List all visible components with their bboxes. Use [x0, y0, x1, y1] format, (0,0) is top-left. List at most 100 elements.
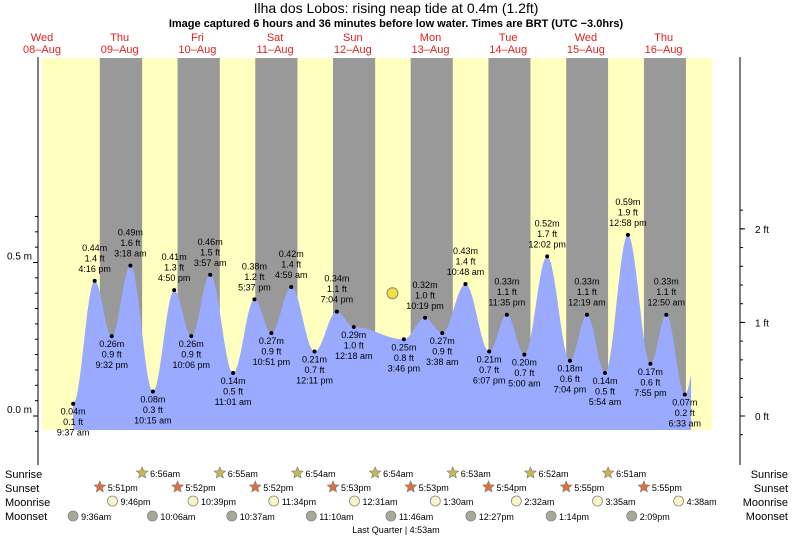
tide-label: 9:37 am: [57, 428, 90, 438]
right-tick-label: 2 ft: [755, 225, 769, 236]
sunrise-time: 6:51am: [616, 469, 646, 479]
moonrise-label-right: Moonrise: [743, 497, 788, 509]
tide-label: 0.21m: [302, 355, 327, 365]
sunrise-label-right: Sunrise: [751, 469, 788, 481]
tide-label: 0.8 ft: [394, 353, 415, 363]
tide-label: 0.33m: [574, 277, 599, 287]
day-date: 12–Aug: [334, 44, 372, 56]
moonset-time: 11:10am: [319, 512, 353, 522]
sunset-icon: [404, 480, 418, 493]
right-tick-label: 0 ft: [755, 412, 769, 423]
moonset-time: 12:27pm: [479, 512, 514, 522]
sunrise-icon: [446, 466, 460, 479]
tide-area: [73, 234, 692, 430]
tide-point: [208, 272, 213, 277]
tide-label: 0.26m: [99, 339, 124, 349]
tide-label: 0.7 ft: [479, 365, 500, 375]
moonrise-icon: [107, 495, 118, 507]
tide-label: 0.14m: [221, 376, 246, 386]
tide-label: 6:33 am: [669, 419, 702, 429]
tide-label: 0.49m: [118, 228, 143, 238]
tide-label: 1.1 ft: [656, 287, 677, 297]
moonset-time: 2:09pm: [640, 512, 670, 522]
day-name: Sat: [267, 32, 284, 44]
tide-label: 10:15 am: [134, 415, 172, 425]
sunrise-icon: [368, 466, 382, 479]
tide-point: [128, 263, 133, 268]
day-date: 15–Aug: [567, 44, 605, 56]
tide-point: [487, 349, 492, 354]
tide-label: 10:51 pm: [253, 357, 291, 367]
tide-label: 0.27m: [430, 336, 455, 346]
moonset-icon: [226, 510, 238, 522]
tide-point: [172, 288, 177, 293]
moonset-time: 10:37am: [240, 512, 275, 522]
sunset-time: 5:51pm: [108, 483, 138, 493]
chart-header: Ilha dos Lobos: rising neap tide at 0.4m…: [169, 0, 624, 30]
tide-label: 0.38m: [242, 261, 267, 271]
tide-label: 12:58 pm: [609, 218, 647, 228]
tide-label: 0.6 ft: [640, 377, 661, 387]
tide-label: 0.9 ft: [432, 347, 453, 357]
right-tick-label: 1 ft: [755, 318, 769, 329]
tide-label: 1.4 ft: [281, 260, 302, 270]
tide-label: 5:37 pm: [238, 282, 271, 292]
tide-label: 1.4 ft: [455, 256, 476, 266]
sunset-time: 5:52pm: [186, 483, 216, 493]
tide-label: 0.08m: [140, 394, 165, 404]
tide-label: 0.9 ft: [261, 347, 282, 357]
moon-phase: Last Quarter | 4:53am: [352, 525, 439, 535]
sunset-icon: [637, 480, 651, 493]
tide-point: [682, 392, 687, 397]
moonset-label-right: Moonset: [746, 511, 788, 523]
tide-label: 3:46 pm: [388, 363, 421, 373]
moonset-time: 10:06am: [160, 512, 195, 522]
moonrise-time: 11:34pm: [282, 497, 316, 507]
tide-label: 0.41m: [162, 252, 187, 262]
sunrise-icon: [213, 466, 227, 479]
tide-label: 4:59 am: [275, 270, 308, 280]
tide-label: 1.2 ft: [244, 272, 265, 282]
tide-point: [269, 331, 274, 336]
tide-point: [625, 232, 630, 237]
tide-label: 5:00 am: [508, 379, 541, 389]
sunset-time: 5:55pm: [574, 483, 604, 493]
sunset-icon: [326, 480, 340, 493]
tide-point: [401, 337, 406, 342]
moonrise-label-left: Moonrise: [5, 497, 50, 509]
sunrise-icon: [601, 466, 615, 479]
sunrise-icon: [135, 466, 149, 479]
tide-point: [92, 278, 97, 283]
tide-label: 1.1 ft: [497, 287, 518, 297]
tide-label: 0.9 ft: [181, 350, 202, 360]
sunset-time: 5:52pm: [263, 483, 293, 493]
tide-label: 1.3 ft: [164, 263, 185, 273]
tide-label: 12:19 am: [568, 298, 606, 308]
tide-label: 1.7 ft: [537, 229, 558, 239]
tide-point: [334, 309, 339, 314]
tide-point: [109, 334, 114, 339]
sunrise-time: 6:55am: [228, 469, 258, 479]
day-name: Thu: [110, 32, 129, 44]
tide-label: 0.25m: [391, 342, 416, 352]
tide-point: [189, 334, 194, 339]
current-level-dot: [386, 287, 399, 300]
tide-point: [351, 324, 356, 329]
tide-point: [71, 401, 76, 406]
moonset-time: 1:14pm: [559, 512, 589, 522]
